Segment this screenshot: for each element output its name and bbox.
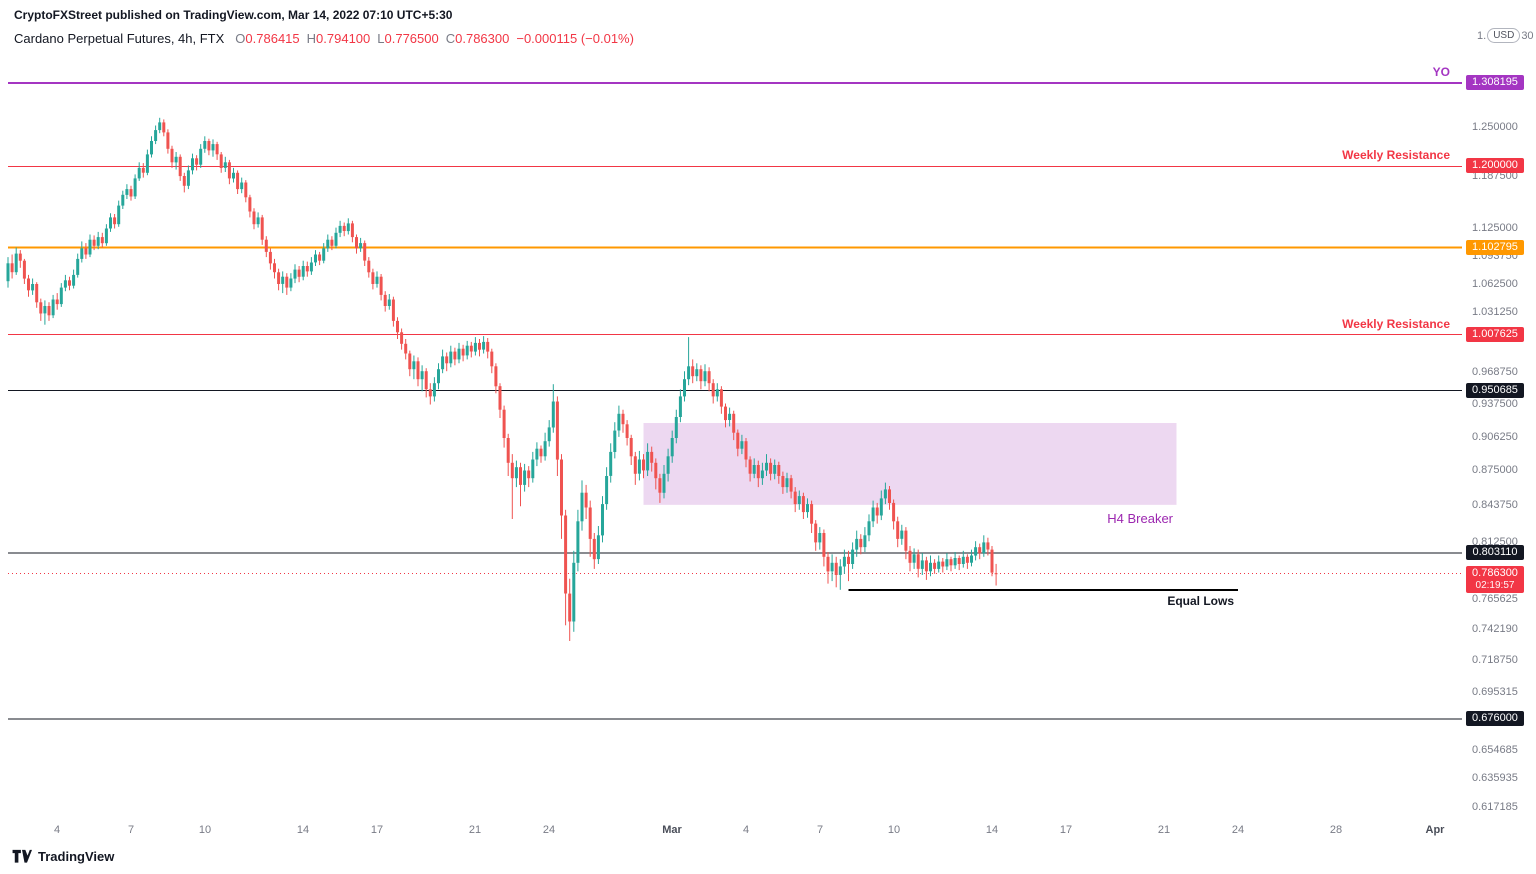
attribution-text: CryptoFXStreet published on TradingView.…	[14, 8, 453, 22]
ohlc-high-label: H	[306, 31, 317, 46]
price-tick-label: 0.906250	[1472, 431, 1518, 443]
annotation-weekly-resistance-2[interactable]: Weekly Resistance	[1342, 317, 1450, 331]
price-tick-label: 1.062500	[1472, 278, 1518, 290]
price-axis-unit-toggle[interactable]: 1. USD 30	[1477, 28, 1534, 43]
currency-usd-button[interactable]: USD	[1487, 28, 1521, 43]
price-tick-label: 0.654685	[1472, 744, 1518, 756]
price-tick-label: 0.695315	[1472, 686, 1518, 698]
price-tick-label: 1.125000	[1472, 222, 1518, 234]
ohlc-high-value: 0.794100	[316, 31, 371, 46]
candlestick-series	[6, 117, 998, 641]
ohlc-readout: O0.786415 H0.794100 L0.776500 C0.786300 −0.0…	[228, 31, 634, 46]
price-tick-label: 0.937500	[1472, 398, 1518, 410]
h4-breaker-zone[interactable]	[643, 423, 1177, 505]
time-tick-label: Mar	[662, 824, 682, 836]
annotation-h4-breaker[interactable]: H4 Breaker	[1107, 511, 1173, 526]
ohlc-close-label: C	[445, 31, 456, 46]
price-tick-label: 0.968750	[1472, 366, 1518, 378]
price-level-badge: 0.803110	[1466, 545, 1524, 560]
price-level-badge: 0.950685	[1466, 383, 1524, 398]
annotation-equal-lows[interactable]: Equal Lows	[1167, 594, 1234, 608]
time-tick-label: 28	[1329, 824, 1343, 836]
price-level-badge: 1.308195	[1466, 75, 1524, 90]
current-price-badge: 0.786300 02:19:57	[1466, 566, 1524, 593]
time-tick-label: 21	[468, 824, 482, 836]
price-level-badge: 1.200000	[1466, 158, 1524, 173]
time-tick-label: 10	[198, 824, 212, 836]
price-tick-label: 0.765625	[1472, 593, 1518, 605]
ohlc-low-value: 0.776500	[384, 31, 439, 46]
time-tick-label: 21	[1157, 824, 1171, 836]
price-tick-label: 1.031250	[1472, 306, 1518, 318]
price-tick-label: 0.875000	[1472, 464, 1518, 476]
time-tick-label: 7	[127, 824, 135, 836]
price-tick-label: 1.250000	[1472, 121, 1518, 133]
symbol-title[interactable]: Cardano Perpetual Futures, 4h, FTX	[14, 31, 225, 46]
annotation-weekly-resistance-1[interactable]: Weekly Resistance	[1342, 148, 1450, 162]
price-tick-label: 0.843750	[1472, 499, 1518, 511]
price-tick-label: 0.718750	[1472, 654, 1518, 666]
axis-toggle-left-text: 1.	[1477, 29, 1487, 42]
time-tick-label: Apr	[1425, 824, 1445, 836]
chart-legend: Cardano Perpetual Futures, 4h, FTX O0.786…	[14, 31, 634, 46]
time-tick-label: 14	[296, 824, 310, 836]
time-tick-label: 24	[1231, 824, 1245, 836]
price-tick-label: 0.635935	[1472, 772, 1518, 784]
price-level-badge: 0.676000	[1466, 711, 1524, 726]
current-price-value: 0.786300	[1472, 567, 1518, 579]
time-tick-label: 4	[53, 824, 61, 836]
time-tick-label: 4	[742, 824, 750, 836]
ohlc-open-label: O	[235, 31, 246, 46]
time-tick-label: 24	[542, 824, 556, 836]
price-level-badge: 1.102795	[1466, 240, 1524, 255]
tradingview-logo-icon	[12, 849, 32, 863]
price-tick-label: 0.742190	[1472, 623, 1518, 635]
tradingview-logo-text: TradingView	[38, 849, 115, 864]
price-tick-label: 0.617185	[1472, 801, 1518, 813]
ohlc-low-label: L	[377, 31, 385, 46]
time-tick-label: 17	[1059, 824, 1073, 836]
ohlc-close-value: 0.786300	[455, 31, 510, 46]
tradingview-logo[interactable]: TradingView	[12, 849, 114, 864]
price-level-badge: 1.007625	[1466, 327, 1524, 342]
annotation-yo-label[interactable]: YO	[1432, 65, 1450, 79]
time-tick-label: 14	[985, 824, 999, 836]
price-tick-label: 1.187500	[1472, 170, 1518, 182]
axis-toggle-right-text: 30	[1521, 29, 1534, 42]
time-tick-label: 17	[370, 824, 384, 836]
time-tick-label: 10	[887, 824, 901, 836]
ohlc-open-value: 0.786415	[245, 31, 300, 46]
time-tick-label: 7	[816, 824, 824, 836]
ohlc-change-value: −0.000115 (−0.01%)	[516, 31, 634, 46]
bar-countdown: 02:19:57	[1475, 580, 1515, 591]
